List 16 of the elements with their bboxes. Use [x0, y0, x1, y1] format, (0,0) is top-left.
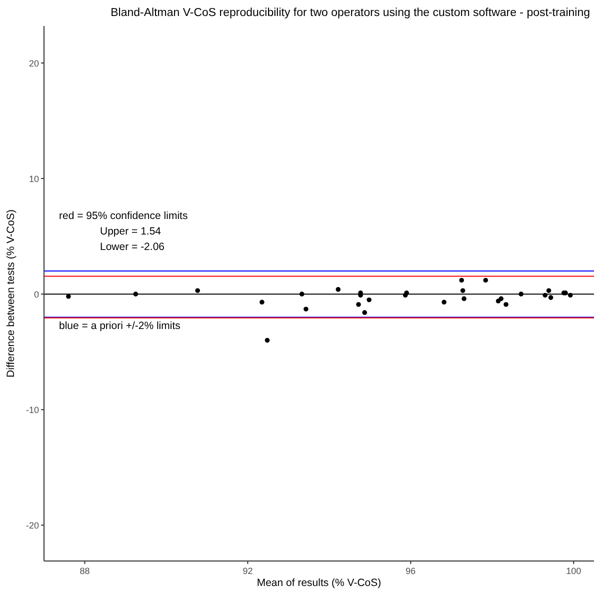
x-axis-title: Mean of results (% V-CoS)	[256, 577, 382, 589]
y-tick-label: -10	[26, 405, 39, 416]
x-tick-label: 88	[80, 566, 90, 576]
x-tick-label: 100	[566, 566, 582, 576]
chart-title: Bland-Altman V-CoS reproducibility for two operators using the custom software - post-training	[110, 7, 590, 19]
y-tick-label: 10	[28, 174, 39, 184]
y-tick-label: 20	[28, 58, 39, 68]
annotation: red = 95% confidence limits	[59, 210, 188, 222]
y-tick-label: 0	[34, 290, 39, 300]
annotation: Lower = -2.06	[100, 241, 165, 253]
x-tick-label: 92	[242, 566, 253, 576]
annotation: blue = a priori +/-2% limits	[59, 320, 180, 332]
annotation: Upper = 1.54	[100, 226, 162, 238]
y-axis-title: Difference between tests (% V-CoS)	[5, 210, 17, 378]
y-tick-label: -20	[26, 520, 39, 531]
x-tick-label: 96	[406, 566, 416, 576]
